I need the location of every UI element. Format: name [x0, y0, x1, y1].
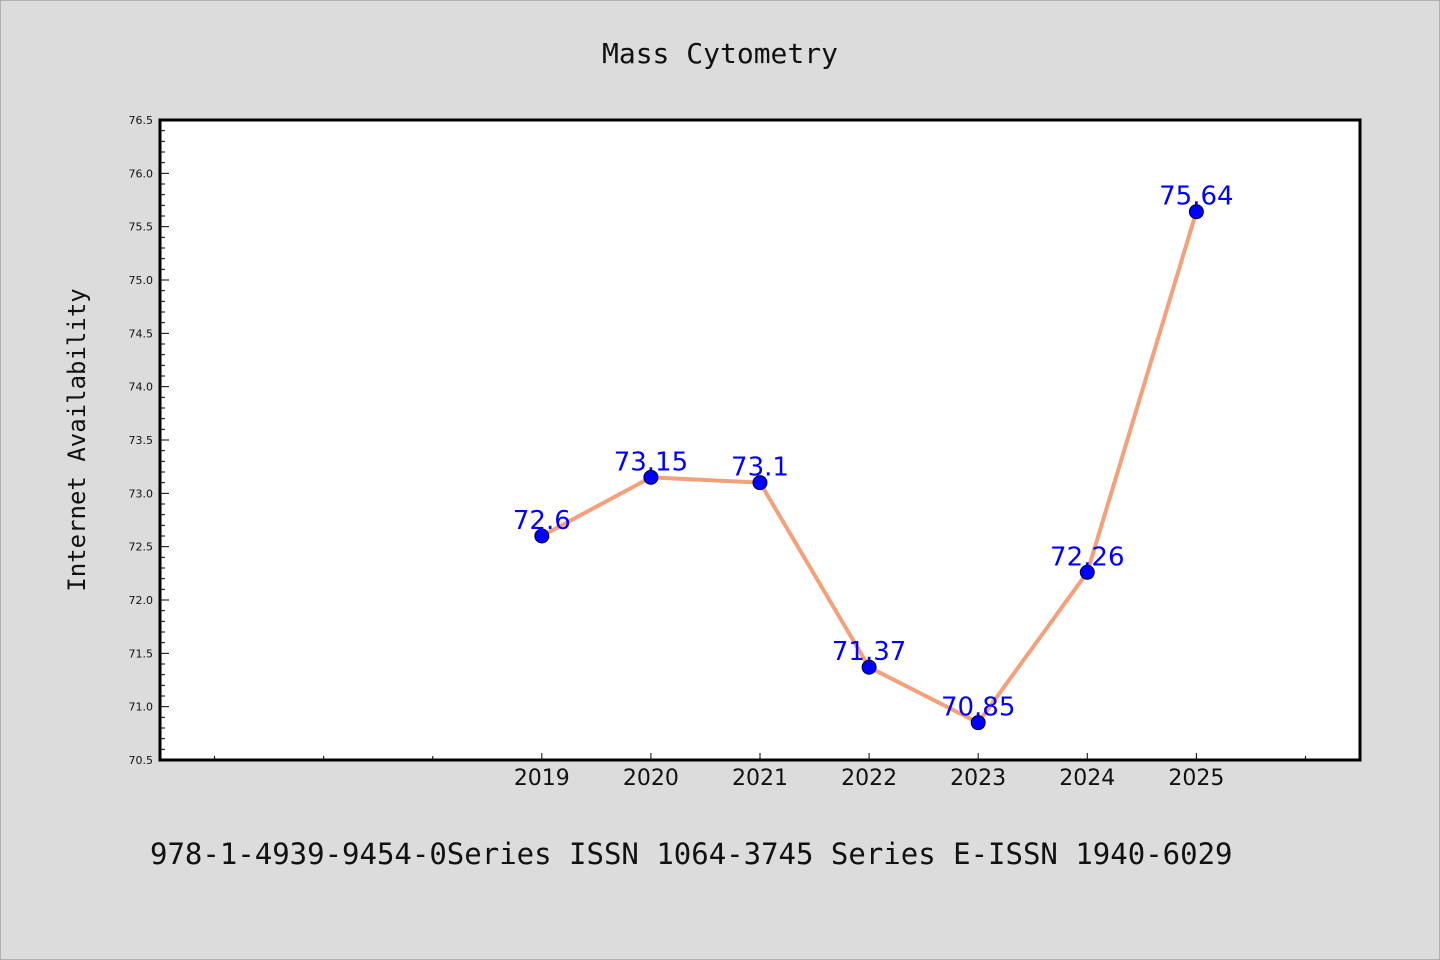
data-label: 73.15: [614, 447, 688, 477]
footer-text: 978-1-4939-9454-0Series ISSN 1064-3745 S…: [150, 837, 1233, 871]
x-tick-label: 2023: [950, 766, 1006, 791]
data-label: 70.85: [941, 693, 1015, 723]
x-tick-label: 2022: [841, 766, 897, 791]
y-axis: 70.5 71.0 71.5 72.0 72.5 73.0 73.5 74.0 74.5 75.0…: [129, 114, 169, 767]
x-tick-label: 2019: [514, 766, 570, 791]
y-tick-label: 71.0: [129, 701, 154, 714]
x-tick-label: 2020: [623, 766, 679, 791]
x-tick-label: 2021: [732, 766, 788, 791]
x-axis: 2019 2020 2021 2022 2023 2024 2025: [214, 753, 1306, 791]
y-tick-label: 76.5: [129, 114, 154, 127]
y-tick-label: 74.0: [129, 381, 154, 394]
chart-title: Mass Cytometry: [602, 37, 838, 70]
y-tick-label: 75.5: [129, 221, 154, 234]
data-label: 72.6: [513, 506, 571, 536]
data-point: [970, 715, 986, 731]
y-axis-label: Internet Availability: [63, 288, 91, 591]
y-tick-label: 71.5: [129, 647, 154, 660]
y-tick-label: 73.5: [129, 434, 154, 447]
y-tick-label: 76.0: [129, 167, 154, 180]
y-tick-label: 70.5: [129, 754, 154, 767]
x-tick-label: 2024: [1059, 766, 1115, 791]
data-point: [861, 659, 877, 675]
y-tick-label: 75.0: [129, 274, 154, 287]
x-tick-label: 2025: [1168, 766, 1224, 791]
data-point: [643, 469, 659, 485]
data-label: 73.1: [731, 453, 789, 483]
data-point: [1079, 564, 1095, 580]
data-series: 72.6 73.15 73.1 71.37 70.85 72.26 75.64: [513, 182, 1234, 731]
data-point: [534, 528, 550, 544]
data-label: 72.26: [1050, 542, 1124, 572]
y-tick-label: 73.0: [129, 487, 154, 500]
data-label: 75.64: [1159, 182, 1233, 212]
data-label: 71.37: [832, 637, 906, 667]
y-tick-label: 74.5: [129, 327, 154, 340]
y-tick-label: 72.5: [129, 541, 154, 554]
plot-area: [158, 118, 1362, 762]
y-tick-label: 72.0: [129, 594, 154, 607]
data-point: [1188, 204, 1204, 220]
data-point: [752, 475, 768, 491]
